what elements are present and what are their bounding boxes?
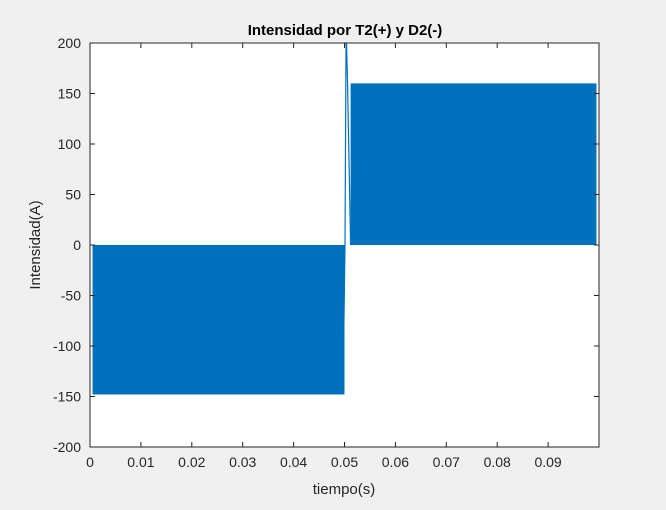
y-tick-label: -50 <box>61 288 81 304</box>
series-band-1 <box>92 245 345 395</box>
x-tick-label: 0.02 <box>178 454 205 470</box>
y-axis-label: Intensidad(A) <box>27 200 44 289</box>
y-tick-label: -200 <box>53 439 81 455</box>
x-tick-label: 0.05 <box>331 454 358 470</box>
y-tick-label: 200 <box>58 35 82 51</box>
y-tick-label: 50 <box>65 187 81 203</box>
y-tick-label: 100 <box>58 136 82 152</box>
y-tick-label: -150 <box>53 389 81 405</box>
x-axis: 0 0.01 0.02 0.03 0.04 0.05 0.06 0.07 0.08 0.09 <box>86 43 562 470</box>
series-band-2 <box>350 83 597 246</box>
x-tick-label: 0.09 <box>534 454 561 470</box>
y-axis: 200 150 100 50 0 -50 -100 -150 -200 <box>53 35 599 455</box>
x-tick-label: 0.07 <box>433 454 460 470</box>
y-tick-label: 150 <box>58 86 82 102</box>
x-tick-label: 0.06 <box>382 454 409 470</box>
x-tick-label: 0 <box>86 454 94 470</box>
x-tick-label: 0.04 <box>280 454 307 470</box>
x-tick-label: 0.03 <box>229 454 256 470</box>
y-tick-label: -100 <box>53 338 81 354</box>
x-tick-label: 0.08 <box>484 454 511 470</box>
axes: 0 0.01 0.02 0.03 0.04 0.05 0.06 0.07 0.08 0.09 20… <box>53 35 600 470</box>
data-layer <box>90 42 597 395</box>
x-axis-label: tiempo(s) <box>313 481 376 498</box>
x-tick-label: 0.01 <box>127 454 154 470</box>
y-tick-label: 0 <box>73 237 81 253</box>
chart-title: Intensidad por T2(+) y D2(-) <box>248 22 443 39</box>
